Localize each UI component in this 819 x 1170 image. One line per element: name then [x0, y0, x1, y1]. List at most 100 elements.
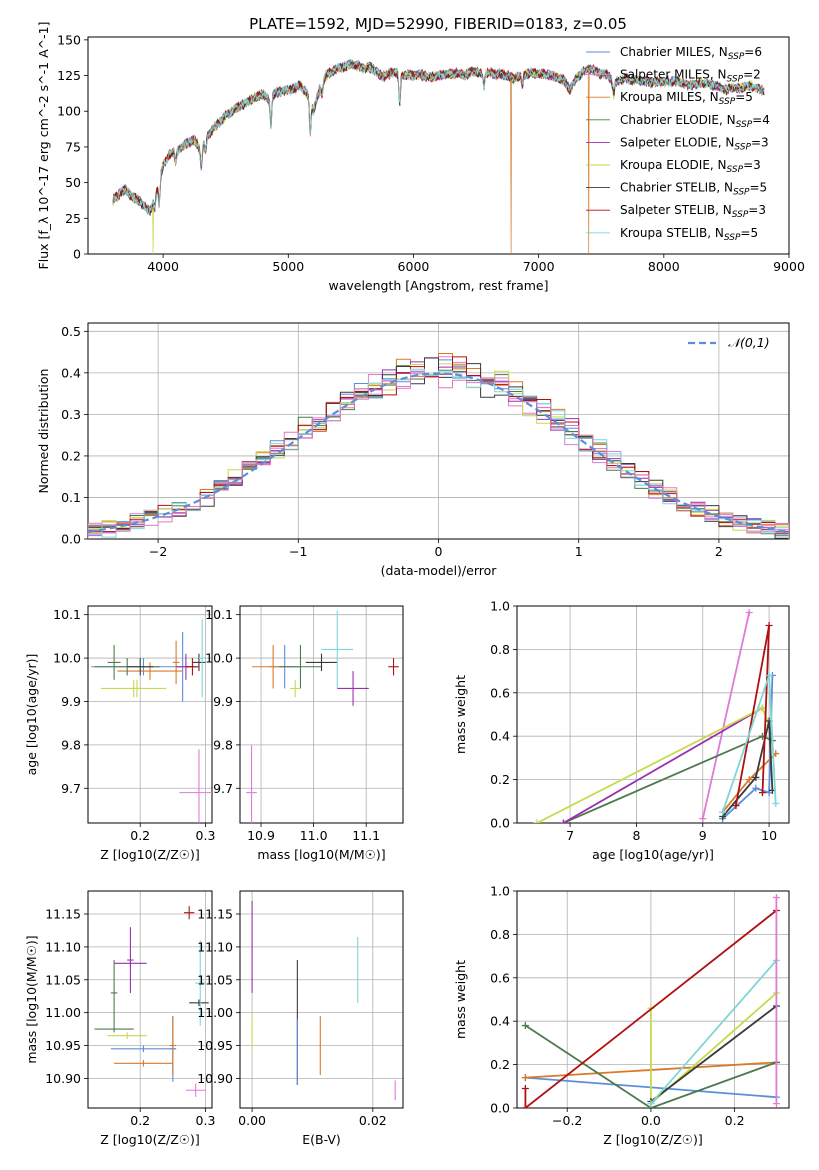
legend-label-suffix: =3: [751, 135, 769, 149]
legend-label-sub: SSP: [734, 142, 751, 152]
x-axis-label: Z [log10(Z/Z☉)]: [100, 1132, 200, 1147]
weight-marker: [772, 894, 780, 902]
plot-frame: [87, 36, 790, 255]
weight-marker: [758, 789, 766, 797]
y-tick-label: 11.00: [197, 1005, 233, 1020]
x-tick-label: 11.0: [300, 828, 328, 843]
y-tick-label: 10.95: [197, 1038, 233, 1053]
weight-line-kroupa_stelib: [650, 959, 778, 1105]
age-vs-mass-panel: 10.9 11.0 11.1 9.7 9.8 9.9 10.0 10.1 mass [log10…: [205, 605, 404, 862]
legend-label-suffix: =4: [752, 113, 770, 127]
y-tick-label: 0.3: [61, 407, 81, 422]
errorbar-point-6: [107, 645, 121, 680]
legend-label-sub: SSP: [728, 52, 745, 62]
x-tick-label: 1: [575, 544, 583, 559]
weight-vs-age-panel: 7 8 9 10 0.0 0.2 0.4 0.6 0.8 1.0 age [log10(age/yr…: [453, 599, 790, 862]
plot-frame: [87, 322, 790, 540]
weight-line-chabrier_stelib: [722, 720, 774, 818]
mass-vs-metallicity-panel: 0.2 0.3 10.90 10.95 11.00 11.05 11.10 11.15 Z [l…: [24, 890, 215, 1147]
legend-label-suffix: =5: [740, 226, 758, 240]
weight-line-chabrier_elodie: [524, 1024, 777, 1108]
y-tick-label: 9.8: [213, 737, 233, 752]
x-tick-label: −1: [289, 544, 307, 559]
x-tick-label: 10.9: [247, 828, 275, 843]
x-tick-label: 0.2: [130, 828, 150, 843]
y-tick-label: 0.4: [61, 365, 81, 380]
spectrum-line-salpeter_elodie: [112, 59, 765, 213]
errorbar-point-3: [114, 1059, 173, 1067]
y-tick-label: 9.8: [61, 737, 81, 752]
y-tick-label: 50: [65, 175, 81, 190]
x-axis-label: Z [log10(Z/Z☉)]: [603, 1132, 703, 1147]
y-tick-label: 9.7: [213, 781, 233, 796]
weight-marker: [559, 819, 567, 823]
y-tick-label: 1.0: [490, 884, 510, 899]
x-axis-label: wavelength [Angstrom, rest frame]: [328, 278, 548, 293]
x-tick-label: 0.02: [359, 1113, 387, 1128]
y-tick-label: 0.0: [61, 532, 81, 547]
weight-marker: [521, 1084, 529, 1092]
legend-label: Chabrier ELODIE, NSSP=4: [620, 113, 770, 130]
legend-label-sub: SSP: [719, 97, 736, 107]
errorbar-point-11: [183, 906, 195, 920]
y-tick-label: 0.2: [490, 1057, 510, 1072]
spectrum-line-kroupa_miles: [112, 61, 592, 254]
x-tick-label: 0.0: [641, 1113, 661, 1128]
figure-title: PLATE=1592, MJD=52990, FIBERID=0183, z=0…: [249, 15, 627, 33]
legend-label-suffix: =2: [743, 68, 761, 82]
errorbar-point-10: [192, 653, 206, 672]
x-tick-label: 9: [699, 828, 707, 843]
x-tick-label: 2: [715, 544, 723, 559]
x-tick-label: 0.2: [725, 1113, 745, 1128]
x-tick-label: −0.2: [552, 1113, 582, 1128]
y-tick-label: 0: [73, 247, 81, 262]
y-tick-label: 0.4: [490, 729, 510, 744]
weight-line-salpeter_miles: [701, 612, 751, 819]
errorbar-point-9: [107, 1032, 147, 1039]
y-tick-label: 10.1: [53, 607, 81, 622]
y-axis-label: mass weight: [453, 675, 468, 754]
legend-label: Salpeter STELIB, NSSP=3: [620, 203, 766, 220]
y-tick-label: 11.15: [197, 907, 233, 922]
x-tick-label: 6000: [398, 259, 430, 274]
errorbar-point-11: [185, 658, 199, 676]
y-tick-label: 10.90: [45, 1071, 81, 1086]
legend-label: Chabrier STELIB, NSSP=5: [620, 181, 767, 198]
x-tick-label: 5000: [272, 259, 304, 274]
y-tick-label: 0.5: [61, 324, 81, 339]
x-axis-label: mass [log10(M/M☉)]: [257, 847, 385, 862]
y-tick-label: 0.6: [490, 685, 510, 700]
weight-marker: [521, 1104, 529, 1108]
weight-line-salpeter_elodie: [562, 707, 763, 823]
legend-label-sub: SSP: [732, 210, 749, 220]
y-tick-label: 125: [57, 68, 81, 83]
legend-label-normal: 𝒩(0,1): [728, 335, 770, 350]
errorbar-point-8: [321, 610, 354, 689]
y-tick-label: 10.0: [205, 651, 233, 666]
errorbar-point-8: [127, 927, 134, 993]
y-tick-label: 0.0: [490, 816, 510, 831]
legend-label-main: Salpeter MILES, N: [620, 68, 727, 82]
legend-label-suffix: =6: [744, 45, 762, 59]
y-tick-label: 0.8: [490, 642, 510, 657]
x-tick-label: 0: [435, 544, 443, 559]
legend-label-main: Kroupa STELIB, N: [620, 226, 724, 240]
weight-line-chabrier_stelib: [650, 1005, 777, 1103]
y-tick-label: 75: [65, 139, 81, 154]
x-tick-label: 9000: [773, 259, 805, 274]
errorbar-point-3: [279, 645, 322, 689]
errorbar-point-4: [337, 671, 369, 706]
y-tick-label: 100: [57, 104, 81, 119]
errorbar-point-2: [185, 1083, 206, 1097]
x-tick-label: 7000: [523, 259, 555, 274]
legend-label-sub: SSP: [733, 188, 750, 198]
errorbar-point-3: [117, 662, 183, 680]
weight-marker: [758, 704, 766, 712]
weight-marker: [745, 776, 753, 784]
y-tick-label: 9.9: [61, 694, 81, 709]
plot-frame: [87, 890, 213, 1109]
x-tick-label: 10: [761, 828, 777, 843]
errorbar-point-6: [110, 960, 118, 1026]
weight-marker: [772, 1100, 780, 1108]
